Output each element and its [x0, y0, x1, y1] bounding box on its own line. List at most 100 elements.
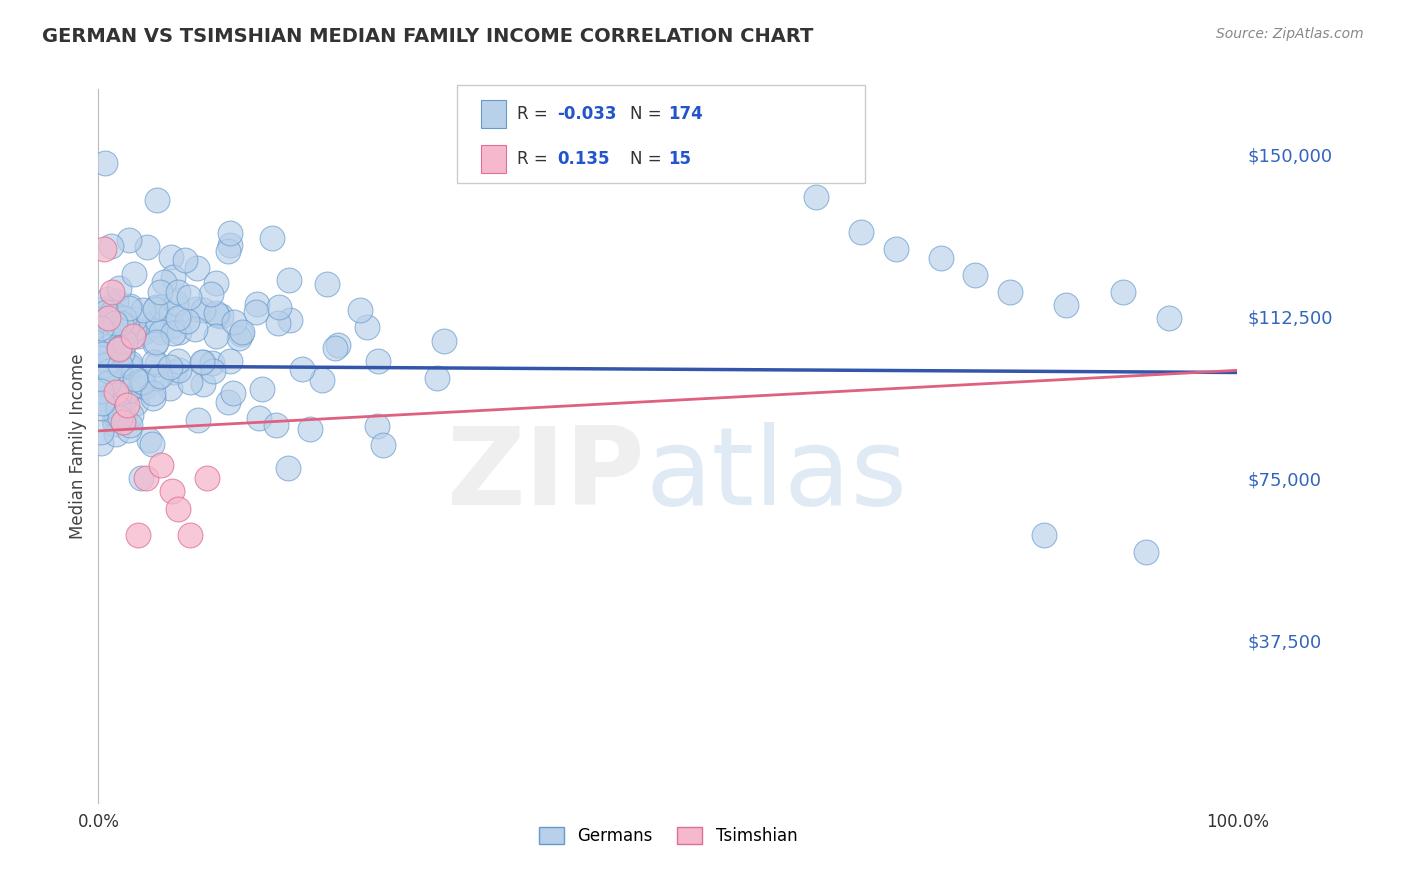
Point	[90, 436, 112, 450]
Point	[217, 244, 239, 259]
Point	[217, 395, 239, 409]
Point	[142, 391, 165, 405]
Point	[311, 373, 333, 387]
Point	[179, 527, 201, 541]
Point	[96, 391, 118, 405]
Point	[224, 315, 246, 329]
Point	[200, 286, 222, 301]
Point	[433, 334, 456, 349]
Point	[101, 285, 124, 300]
Point	[127, 329, 149, 343]
Point	[201, 356, 224, 370]
Point	[117, 357, 139, 371]
Point	[163, 365, 186, 379]
Point	[205, 276, 228, 290]
Point	[104, 316, 127, 330]
Point	[162, 326, 184, 341]
Point	[94, 395, 117, 409]
Point	[179, 375, 201, 389]
Point	[1135, 545, 1157, 559]
Point	[104, 384, 127, 399]
Point	[101, 304, 124, 318]
Point	[110, 346, 132, 360]
Point	[229, 326, 252, 341]
Text: N =: N =	[630, 105, 666, 123]
Point	[124, 372, 146, 386]
Point	[349, 302, 371, 317]
Point	[96, 311, 118, 326]
Point	[184, 322, 207, 336]
Point	[117, 384, 139, 398]
Point	[94, 305, 117, 319]
Point	[187, 413, 209, 427]
Point	[191, 355, 214, 369]
Point	[267, 316, 290, 330]
Point	[160, 318, 183, 333]
Point	[142, 386, 165, 401]
Point	[110, 316, 132, 330]
Point	[291, 362, 314, 376]
Point	[107, 401, 129, 415]
Point	[96, 340, 118, 354]
Point	[112, 415, 135, 429]
Point	[90, 425, 112, 439]
Point	[103, 413, 125, 427]
Point	[132, 376, 155, 390]
Point	[315, 277, 337, 291]
Point	[186, 261, 208, 276]
Text: R =: R =	[517, 105, 554, 123]
Point	[100, 338, 122, 352]
Point	[118, 356, 141, 370]
Point	[97, 315, 120, 329]
Text: 15: 15	[668, 150, 690, 168]
Point	[100, 239, 122, 253]
Point	[356, 320, 378, 334]
Point	[121, 328, 143, 343]
Point	[134, 380, 156, 394]
Point	[205, 329, 228, 343]
Point	[124, 378, 146, 392]
Point	[91, 376, 114, 390]
Legend: Germans, Tsimshian: Germans, Tsimshian	[531, 820, 804, 852]
Point	[160, 250, 183, 264]
Point	[884, 242, 907, 256]
Point	[231, 325, 253, 339]
Point	[145, 300, 167, 314]
Point	[277, 460, 299, 475]
Point	[131, 471, 153, 485]
Point	[138, 434, 160, 448]
Point	[90, 401, 112, 416]
Point	[127, 527, 149, 541]
Point	[426, 371, 449, 385]
Point	[1157, 311, 1180, 326]
Point	[264, 417, 287, 432]
Point	[114, 310, 136, 325]
Point	[366, 418, 388, 433]
Point	[135, 471, 157, 485]
Point	[108, 388, 131, 402]
Text: -0.033: -0.033	[557, 105, 616, 123]
Point	[167, 501, 190, 516]
Point	[159, 381, 181, 395]
Point	[262, 231, 284, 245]
Point	[228, 331, 250, 345]
Point	[149, 285, 172, 300]
Text: N =: N =	[630, 150, 672, 168]
Point	[111, 345, 134, 359]
Point	[167, 363, 190, 377]
Point	[97, 376, 120, 391]
Point	[110, 411, 132, 425]
Point	[245, 305, 267, 319]
Point	[167, 310, 190, 325]
Point	[117, 233, 139, 247]
Point	[145, 337, 167, 351]
Point	[90, 338, 112, 352]
Point	[195, 471, 218, 485]
Point	[176, 314, 198, 328]
Point	[115, 326, 138, 341]
Point	[93, 155, 115, 169]
Point	[143, 301, 166, 316]
Point	[103, 417, 125, 432]
Point	[851, 225, 873, 239]
Point	[804, 190, 827, 204]
